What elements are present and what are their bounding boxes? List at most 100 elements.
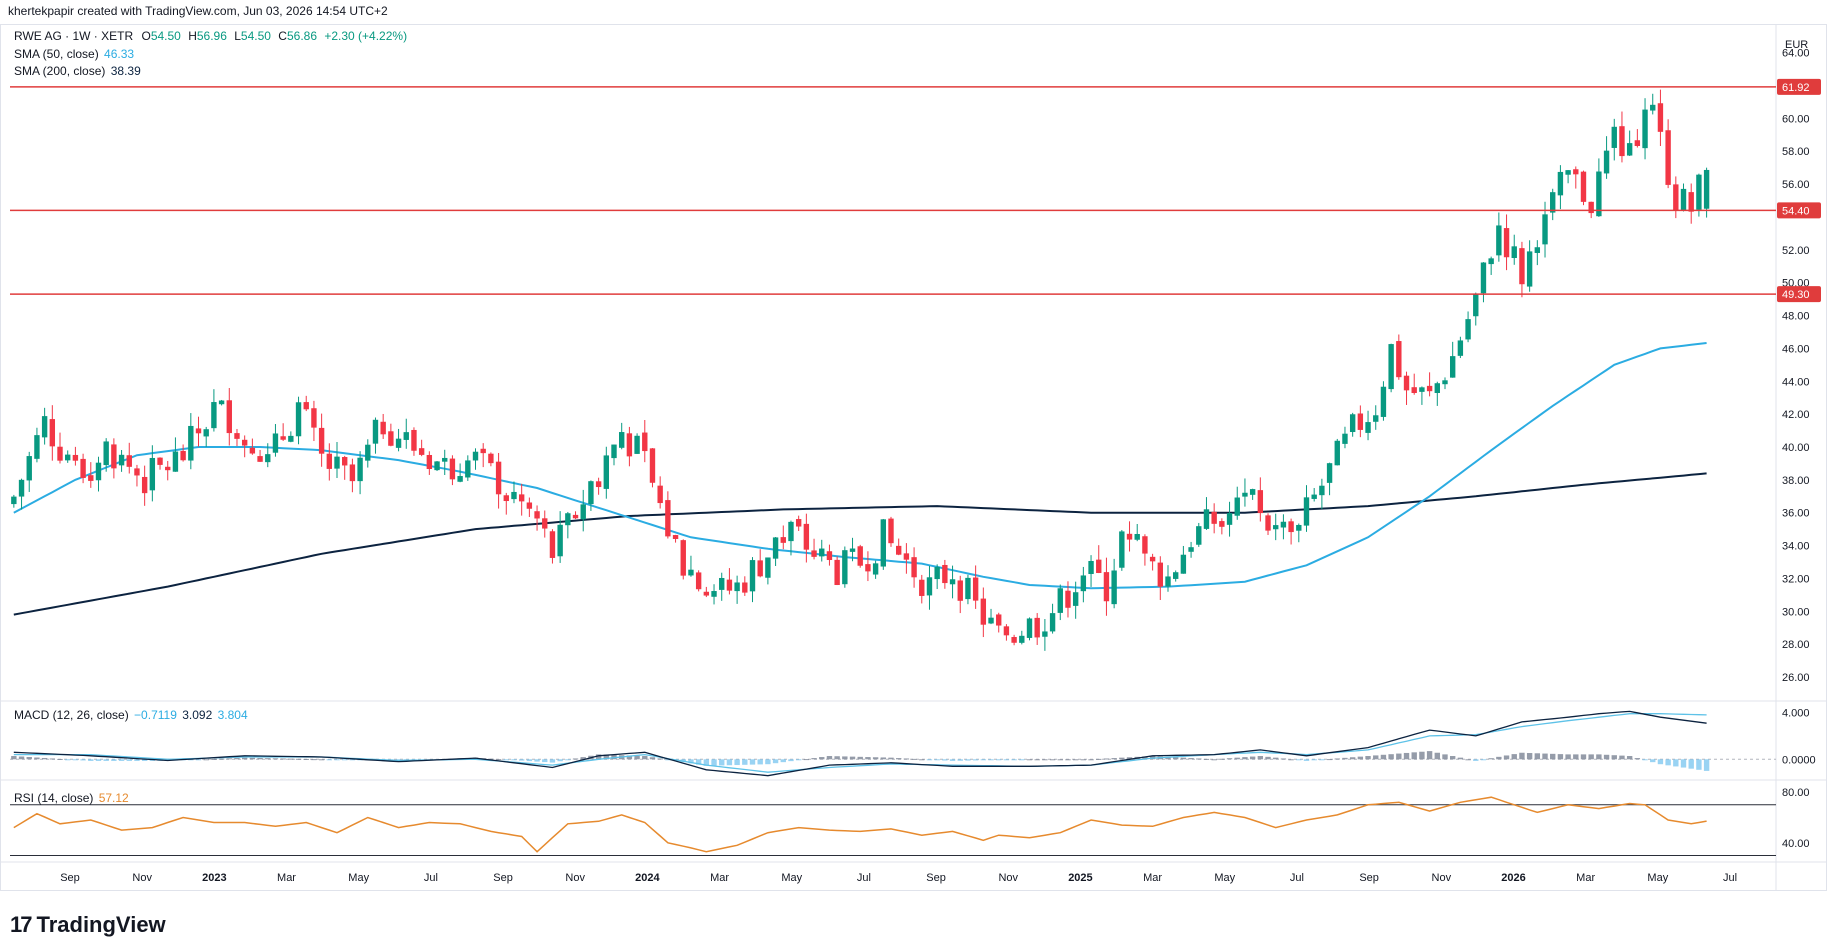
candle <box>1411 373 1417 395</box>
candle-body <box>1288 521 1294 533</box>
candle <box>342 455 348 480</box>
candle-body <box>1249 489 1256 495</box>
candle-body <box>1142 536 1148 554</box>
macd-histogram-bar <box>18 756 25 760</box>
candle-body <box>1596 171 1602 217</box>
macd-histogram-bar <box>657 758 663 760</box>
candle <box>411 427 417 456</box>
time-tick-label: Mar <box>277 872 296 884</box>
macd-histogram-bar <box>1534 753 1541 760</box>
macd-histogram-bar <box>865 757 871 760</box>
candle <box>1650 93 1656 115</box>
candle <box>1142 534 1148 566</box>
candle-body <box>1503 228 1510 258</box>
candle <box>703 586 710 598</box>
macd-histogram-bar <box>34 757 40 760</box>
candle <box>280 423 286 441</box>
candle <box>265 443 271 468</box>
candle-body <box>849 548 856 552</box>
candle-body <box>1034 617 1040 638</box>
time-tick-label: Jul <box>857 872 871 884</box>
macd-tick-label: 0.0000 <box>1782 754 1816 766</box>
candle-body <box>588 481 594 505</box>
time-tick-label: Mar <box>1143 872 1162 884</box>
macd-histogram-bar <box>1257 756 1264 760</box>
macd-histogram-bar <box>72 759 79 761</box>
time-tick-label: May <box>348 872 369 884</box>
macd-histogram-bar <box>1550 753 1556 760</box>
candle-body <box>449 458 456 480</box>
candle <box>1565 170 1571 184</box>
price-tick-label: 38.00 <box>1782 475 1810 487</box>
rsi-legend: RSI (14, close) 57.12 <box>14 791 129 805</box>
macd-histogram-bar <box>780 759 786 763</box>
candle <box>872 560 879 579</box>
candle-body <box>1419 387 1425 392</box>
candle <box>249 438 256 455</box>
time-tick-label: 2023 <box>202 872 226 884</box>
candle-body <box>111 444 117 469</box>
candle <box>595 477 602 495</box>
time-tick-label: Jul <box>1290 872 1304 884</box>
candle-body <box>1396 341 1402 378</box>
candle-body <box>665 500 671 537</box>
time-tick-label: 2024 <box>635 872 660 884</box>
candle-body <box>1519 248 1525 285</box>
horizontal-level-badge <box>1777 78 1821 95</box>
candle-body <box>749 560 756 592</box>
candle <box>180 444 186 462</box>
candle <box>1373 405 1379 430</box>
candle <box>1619 111 1625 163</box>
candle <box>1303 485 1310 532</box>
candle-body <box>1373 415 1379 422</box>
candle <box>49 405 56 461</box>
candle-body <box>857 546 863 566</box>
candle <box>1526 240 1533 292</box>
candle-body <box>611 444 617 459</box>
macd-histogram-bar <box>126 759 132 761</box>
candle-body <box>234 433 240 439</box>
candle <box>1396 334 1402 380</box>
macd-histogram-bar <box>634 755 640 760</box>
macd-histogram-bar <box>141 759 148 761</box>
candle-body <box>49 419 56 447</box>
candle <box>972 565 979 609</box>
candle <box>719 572 725 601</box>
candle-body <box>318 427 325 454</box>
macd-histogram-bar <box>241 757 248 760</box>
candle <box>657 476 663 509</box>
candle <box>226 387 232 446</box>
candle <box>842 546 848 588</box>
price-tick-label: 56.00 <box>1782 179 1810 191</box>
candle <box>95 456 102 492</box>
candle-body <box>280 436 286 440</box>
macd-histogram-bar <box>1172 757 1179 760</box>
candle <box>272 424 279 457</box>
candle <box>288 431 294 443</box>
macd-histogram-bar <box>726 759 733 766</box>
macd-histogram-bar <box>1473 759 1479 761</box>
macd-histogram-bar <box>188 759 194 761</box>
candle-body <box>996 614 1002 626</box>
candle-body <box>1365 422 1371 433</box>
candle-body <box>1703 169 1710 209</box>
candle <box>542 510 548 538</box>
candle-body <box>1011 637 1017 643</box>
candle <box>695 570 702 592</box>
time-tick-label: Nov <box>565 872 585 884</box>
macd-histogram-bar <box>595 754 602 760</box>
macd-histogram-bar <box>349 759 356 761</box>
macd-histogram-bar <box>311 759 317 761</box>
macd-histogram-bar <box>557 759 563 762</box>
time-tick-label: Nov <box>132 872 152 884</box>
candle-body <box>1696 174 1702 210</box>
time-tick-label: May <box>1647 872 1668 884</box>
candle <box>1042 619 1048 651</box>
macd-histogram-bar <box>1242 757 1248 760</box>
candle <box>257 449 263 462</box>
candle-body <box>688 569 694 576</box>
candle-body <box>1688 192 1694 212</box>
candle-body <box>1473 293 1479 317</box>
horizontal-level-label: 54.40 <box>1782 205 1810 217</box>
